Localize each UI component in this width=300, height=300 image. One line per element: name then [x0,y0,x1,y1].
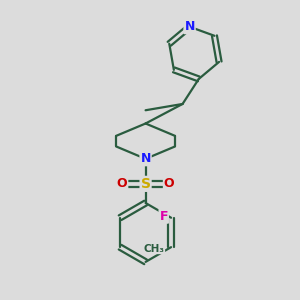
Text: N: N [184,20,195,33]
Text: N: N [140,152,151,165]
Text: F: F [160,210,168,223]
Text: O: O [164,177,175,190]
Text: S: S [141,177,151,191]
Text: CH₃: CH₃ [144,244,165,254]
Text: O: O [117,177,127,190]
